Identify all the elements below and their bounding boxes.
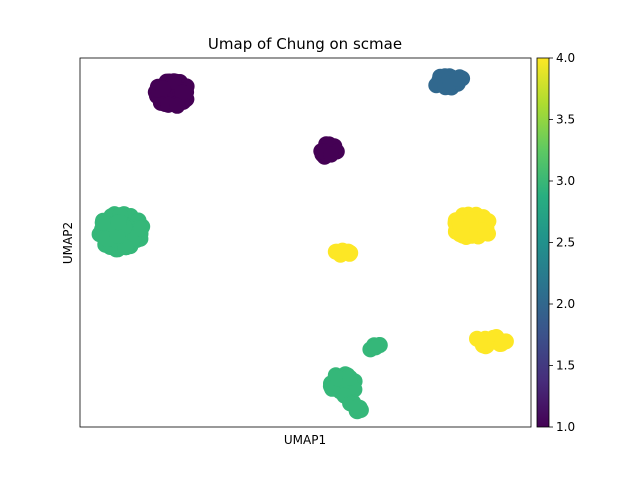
scatter-point (329, 370, 346, 387)
scatter-point (342, 369, 358, 386)
scatter-point (174, 84, 191, 101)
scatter-point (349, 399, 366, 416)
scatter-point (133, 220, 149, 237)
plot-frame (79, 57, 532, 428)
colorbar-tick-label: 1.0 (556, 420, 575, 434)
scatter-point (474, 222, 490, 239)
cluster-label-3 (362, 337, 388, 358)
x-axis-label: UMAP1 (284, 433, 326, 447)
scatter-point (367, 339, 384, 356)
cluster-label-4 (469, 329, 514, 355)
scatter-point (327, 243, 344, 260)
cluster-label-2 (428, 68, 471, 96)
scatter-point (323, 146, 339, 163)
scatter-point (155, 80, 171, 97)
colorbar-gradient (536, 57, 550, 428)
colorbar-ticks: 1.0 1.5 2.0 2.5 3.0 3.5 4.0 (549, 51, 575, 434)
colorbar-tick-label: 3.0 (556, 174, 575, 188)
colorbar-tick-label: 4.0 (556, 51, 575, 65)
colorbar-tick-label: 1.5 (556, 359, 575, 373)
cluster-label-1 (147, 73, 195, 114)
colorbar-tick-label: 3.5 (556, 113, 575, 127)
cluster-label-3 (342, 394, 369, 420)
cluster-label-3 (322, 366, 363, 404)
plot-area (79, 57, 532, 428)
scatter-point (109, 227, 126, 244)
scatter-point (449, 70, 466, 87)
colorbar-tick-label: 2.0 (556, 297, 575, 311)
scatter-point (471, 332, 488, 349)
scatter-point (494, 333, 511, 350)
scatter-point (463, 211, 479, 228)
y-axis-label: UMAP2 (61, 222, 75, 264)
colorbar: 1.0 1.5 2.0 2.5 3.0 3.5 4.0 (536, 51, 575, 434)
cluster-label-1 (313, 136, 345, 165)
colorbar-tick-label: 2.5 (556, 236, 575, 250)
cluster-label-4 (447, 206, 497, 245)
scatter-point (169, 97, 186, 114)
scatter-point (94, 214, 111, 231)
scatter-point (341, 245, 358, 262)
scatter-points (91, 68, 514, 420)
cluster-label-4 (327, 242, 359, 263)
cluster-label-3 (91, 206, 151, 258)
scatter-point (110, 214, 127, 231)
chart-title: Umap of Chung on scmae (208, 35, 402, 53)
plot-background (80, 58, 531, 427)
